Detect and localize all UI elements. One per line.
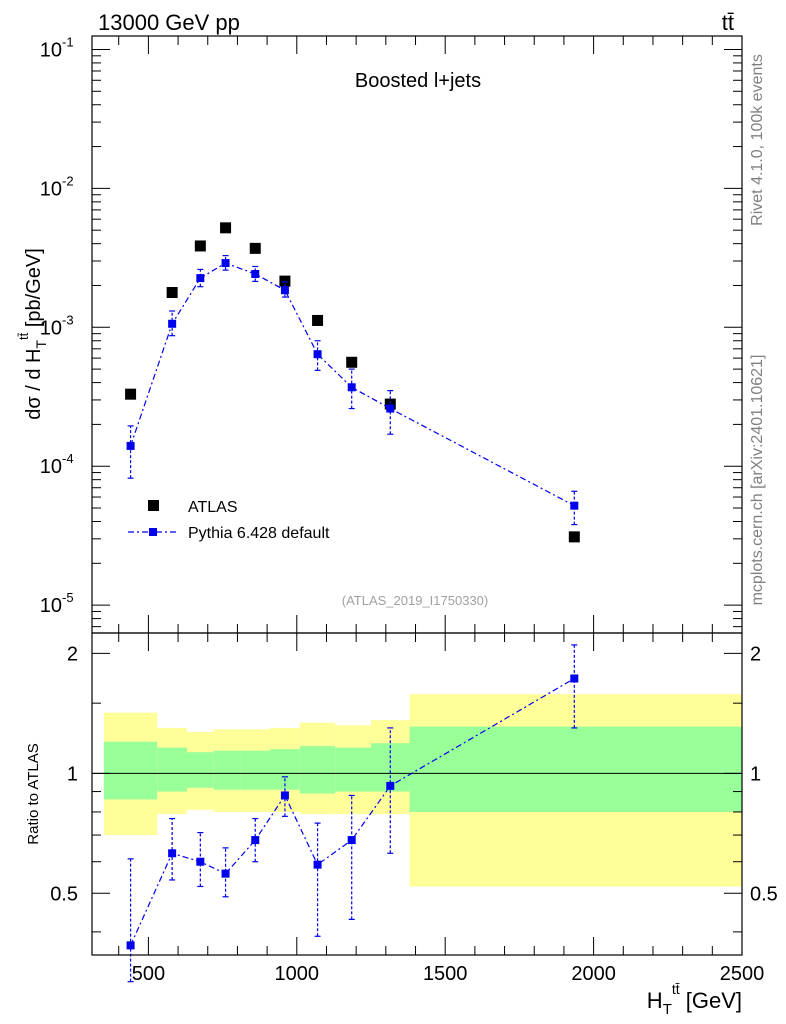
atlas-data-point <box>249 242 261 254</box>
pythia-data-point <box>570 501 579 510</box>
ratio-data-point <box>347 836 356 845</box>
mcplots-label: mcplots.cern.ch [arXiv:2401.10621] <box>749 355 766 606</box>
energy-label: 13000 GeV pp <box>98 10 240 35</box>
y-tick-label: 10 <box>40 39 62 61</box>
pythia-data-point <box>386 404 395 413</box>
atlas-data-point <box>125 388 137 400</box>
legend-label-pythia: Pythia 6.428 default <box>188 525 330 542</box>
atlas-data-point <box>220 222 232 234</box>
ratio-data-point <box>251 836 260 845</box>
pythia-series-line <box>130 262 575 507</box>
stat-band <box>409 726 742 812</box>
atlas-data-point <box>166 287 178 299</box>
plot-title: Boosted l+jets <box>355 70 481 92</box>
svg-text:HTtt̄ [GeV]: HTtt̄ [GeV] <box>647 981 742 1018</box>
y-tick-exponent: -2 <box>62 173 74 188</box>
pythia-data-point <box>313 350 322 359</box>
legend-marker-pythia <box>149 528 157 536</box>
ratio-y-tick-label: 0.5 <box>50 883 78 905</box>
rivet-version-label: Rivet 4.1.0, 100k events <box>749 54 766 226</box>
main-frame <box>91 35 743 634</box>
pythia-data-point <box>221 259 230 268</box>
pythia-data-point <box>196 274 205 283</box>
y-tick-exponent: -3 <box>62 312 74 327</box>
stat-band <box>299 746 336 794</box>
pythia-data-point <box>280 286 289 295</box>
ratio-series-line <box>130 677 575 946</box>
y-tick-exponent: -4 <box>62 451 74 466</box>
ratio-data-point <box>126 941 135 950</box>
legend: ATLAS Pythia 6.428 default <box>128 499 330 542</box>
x-tick-label: 1500 <box>423 963 468 985</box>
main-y-axis: 10-510-410-310-210-1 <box>40 34 743 633</box>
analysis-id-label: (ATLAS_2019_I1750330) <box>342 593 488 608</box>
pythia-data-point <box>168 319 177 328</box>
ratio-data-point <box>221 869 230 878</box>
stat-band <box>157 747 187 792</box>
ratio-frame <box>91 632 743 956</box>
x-tick-label: 2500 <box>720 963 765 985</box>
stat-band <box>213 750 241 790</box>
pythia-data-point <box>251 269 260 278</box>
ratio-data-point <box>313 860 322 869</box>
ratio-y-tick-label-right: 1 <box>750 763 761 785</box>
x-tick-label: 1000 <box>275 963 320 985</box>
ratio-axes: 0.5 0.51 12 2500 1000 1500 2000 2500 <box>50 633 778 985</box>
atlas-data-point <box>194 240 206 252</box>
legend-marker-atlas <box>148 500 159 511</box>
main-data-layer <box>125 222 580 543</box>
atlas-data-point <box>279 275 291 287</box>
process-label: tt̄ <box>722 10 734 35</box>
ratio-data-point <box>196 857 205 866</box>
x-axis-label: HTtt̄ [GeV] <box>647 981 742 1018</box>
ratio-y-tick-label-right: 0.5 <box>750 883 778 905</box>
stat-band <box>103 741 158 800</box>
ratio-y-tick-label-right: 2 <box>750 643 761 665</box>
ratio-data-point <box>570 674 579 683</box>
atlas-data-point <box>346 356 358 368</box>
pythia-data-point <box>126 441 135 450</box>
atlas-data-point <box>568 531 580 543</box>
atlas-data-point <box>312 314 324 326</box>
y-tick-label: 10 <box>40 595 62 617</box>
y-tick-exponent: -5 <box>62 590 74 605</box>
x-tick-label: 500 <box>132 963 165 985</box>
ratio-y-axis-label: Ratio to ATLAS <box>25 743 42 844</box>
stat-band <box>270 749 300 790</box>
x-tick-label: 2000 <box>571 963 616 985</box>
y-tick-exponent: -1 <box>62 34 74 49</box>
ratio-data-layer <box>126 644 579 983</box>
y-tick-label: 10 <box>40 456 62 478</box>
ratio-uncertainty-bands <box>103 694 742 887</box>
ratio-y-tick-label: 1 <box>67 763 78 785</box>
pythia-data-point <box>347 383 356 392</box>
ratio-data-point <box>386 781 395 790</box>
ratio-data-point <box>168 849 177 858</box>
y-tick-label: 10 <box>40 317 62 339</box>
legend-label-atlas: ATLAS <box>188 499 238 516</box>
stat-band <box>186 752 214 788</box>
y-tick-label: 10 <box>40 178 62 200</box>
stat-band <box>240 750 271 790</box>
stat-band <box>335 747 371 792</box>
ratio-data-point <box>280 791 289 800</box>
ratio-y-tick-label: 2 <box>67 643 78 665</box>
